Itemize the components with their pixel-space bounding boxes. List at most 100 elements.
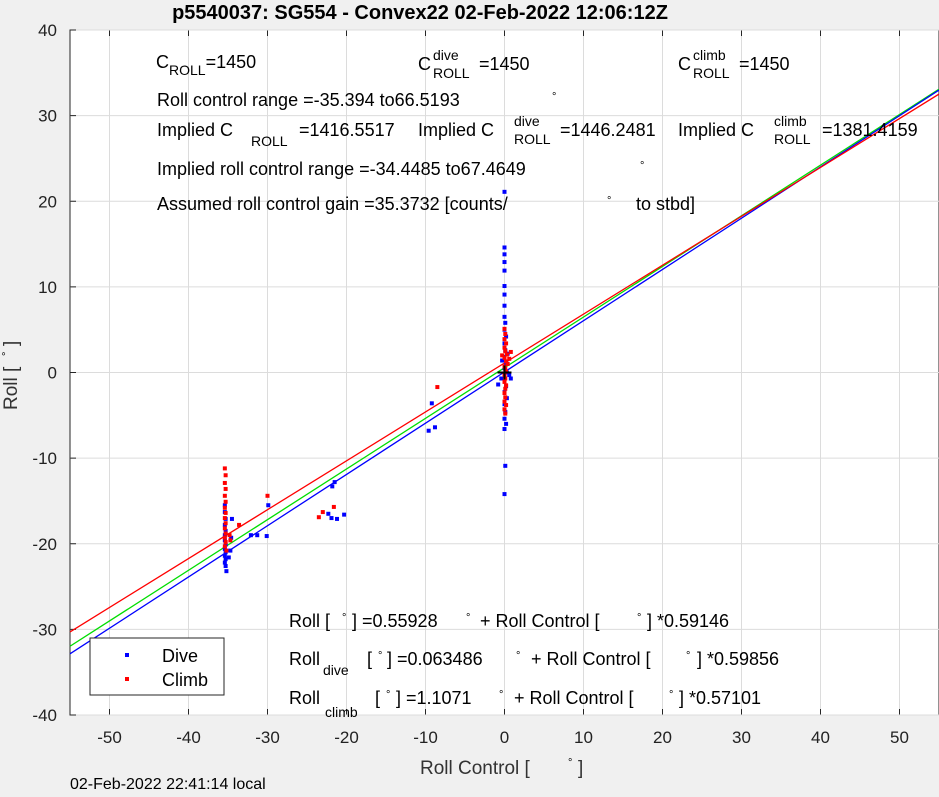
svg-text:] *0.59856: ] *0.59856 [697,649,779,669]
svg-text:Implied C: Implied C [418,120,494,140]
annotation-gain: Assumed roll control gain =35.3732 [coun… [157,194,695,214]
point-climb [223,521,228,526]
legend-label-climb: Climb [162,670,208,690]
svg-text:°: ° [378,650,382,662]
svg-text:°: ° [516,650,520,662]
point-dive [507,373,512,378]
y-tick-label: 0 [48,364,57,383]
svg-text:°: ° [640,160,644,172]
svg-text:°: ° [499,689,503,701]
svg-text:=1446.2481: =1446.2481 [560,120,656,140]
point-dive [426,428,431,433]
svg-text:dive: dive [323,662,349,678]
point-climb [505,361,510,366]
svg-text:=1416.5517: =1416.5517 [299,120,395,140]
point-dive [222,503,227,508]
svg-text:Implied C: Implied C [678,120,754,140]
point-climb [503,411,508,416]
legend-label-dive: Dive [162,646,198,666]
legend: Dive Climb [89,637,225,696]
x-tick-label: 0 [500,728,509,747]
y-tick-label: 30 [38,107,57,126]
point-dive [329,516,334,521]
y-tick-label: -40 [32,706,57,725]
svg-text:] *0.57101: ] *0.57101 [679,688,761,708]
x-tick-label: -20 [334,728,359,747]
point-dive [255,533,260,538]
point-climb [222,526,227,531]
chart-title: p5540037: SG554 - Convex22 02-Feb-2022 1… [172,2,668,24]
svg-text:+ Roll Control [: + Roll Control [ [531,649,651,669]
svg-text:[: [ [375,688,380,708]
point-climb [502,391,507,396]
point-climb [222,535,227,540]
point-climb [504,359,509,364]
point-climb [504,352,509,357]
point-dive [502,245,507,250]
svg-text:ROLL: ROLL [433,65,470,81]
point-climb [508,349,513,354]
annotation-implied-c-climb: Implied C climb ROLL =1381.4159 [678,113,918,147]
x-axis-label: Roll Control [ ° ] [420,757,583,779]
point-climb [222,480,227,485]
svg-text:ROLL: ROLL [251,133,288,149]
svg-text:°: ° [568,757,572,769]
legend-box [89,637,225,696]
svg-text:C: C [678,54,691,74]
point-dive [429,401,434,406]
annotation-implied-range: Implied roll control range =-34.4485 to6… [157,159,644,179]
svg-text:CROLL=1450: CROLL=1450 [156,52,256,78]
annotation-c-roll-dive: C dive ROLL =1450 [418,47,530,81]
point-dive [229,516,234,521]
y-tick-label: -30 [32,620,57,639]
annotation-c-roll: CROLL=1450 [156,52,256,78]
svg-text:climb: climb [693,47,726,63]
point-dive [502,416,507,421]
point-dive [432,425,437,430]
point-climb [503,331,508,336]
point-climb [223,510,228,515]
point-dive [502,189,507,194]
point-climb [224,548,229,553]
crosshair-marker [497,365,512,380]
point-climb [500,353,505,358]
point-dive [496,382,501,387]
svg-text:dive: dive [514,113,540,129]
svg-text:] =0.55928: ] =0.55928 [352,611,438,631]
y-tick-label: 40 [38,21,57,40]
point-dive [224,569,229,574]
svg-text:Assumed roll control gain =35.: Assumed roll control gain =35.3732 [coun… [157,194,508,214]
svg-text:°: ° [1,352,13,356]
point-dive [502,252,507,257]
point-climb [502,379,507,384]
point-dive [502,492,507,497]
point-dive [335,516,340,521]
point-dive [500,358,505,363]
point-dive [248,533,253,538]
point-climb [503,386,508,391]
svg-text:+ Roll Control [: + Roll Control [ [514,688,634,708]
x-tick-label: -30 [255,728,280,747]
svg-text:]: ] [1,341,22,346]
y-axis-label: Roll [ ° ] [1,341,22,410]
point-dive [223,564,228,569]
point-climb [502,326,507,331]
point-climb [223,531,228,536]
point-dive [222,560,227,565]
point-dive [330,484,335,489]
point-dive [504,334,509,339]
annotation-implied-c-dive: Implied C dive ROLL =1446.2481 [418,113,656,147]
point-dive [222,553,227,558]
point-dive [223,528,228,533]
point-dive [504,421,509,426]
point-dive [228,548,233,553]
svg-text:°: ° [637,612,641,624]
point-dive [502,284,507,289]
svg-text:Roll control range =-35.394 to: Roll control range =-35.394 to66.5193 [157,90,460,110]
point-climb [265,493,270,498]
svg-text:ROLL: ROLL [774,131,811,147]
point-climb [316,515,321,520]
svg-text:°: ° [607,195,611,207]
